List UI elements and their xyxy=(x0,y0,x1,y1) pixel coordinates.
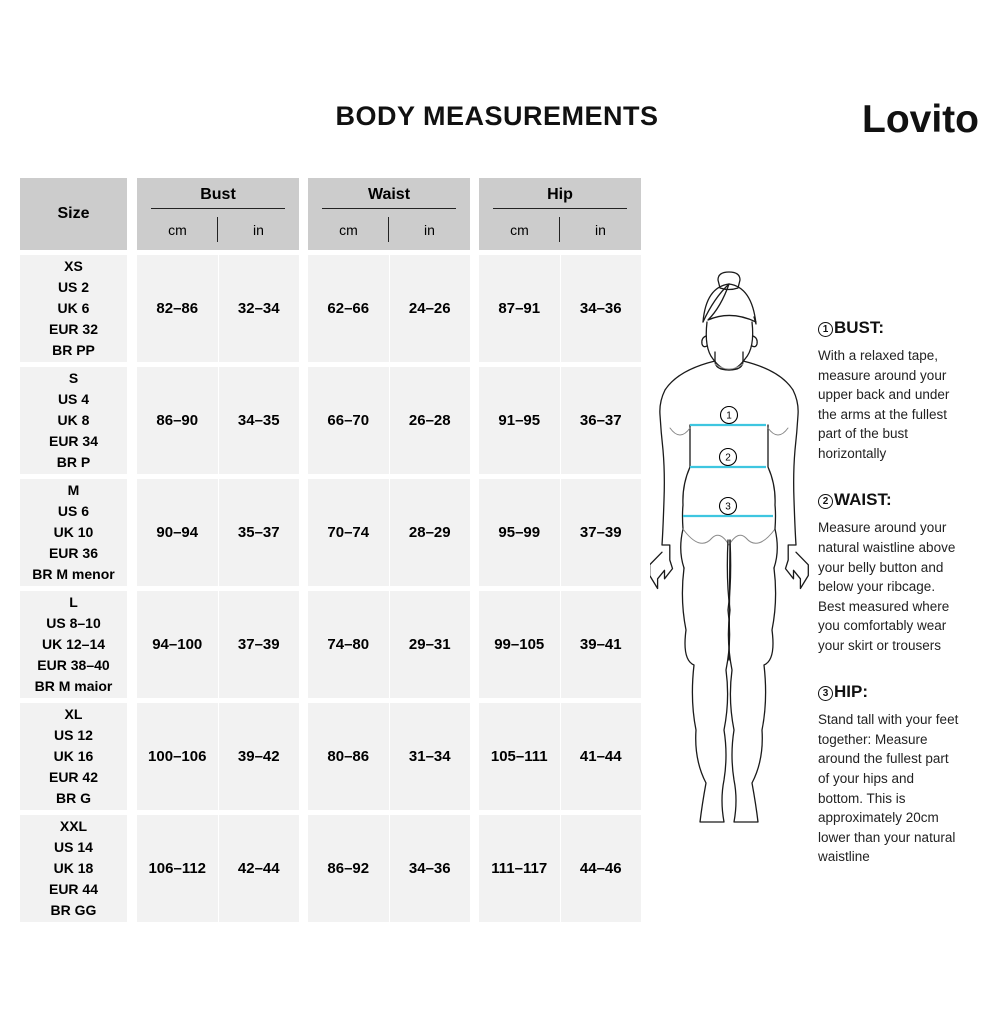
svg-text:1: 1 xyxy=(726,411,732,422)
svg-text:3: 3 xyxy=(725,502,731,513)
svg-text:2: 2 xyxy=(725,453,731,464)
